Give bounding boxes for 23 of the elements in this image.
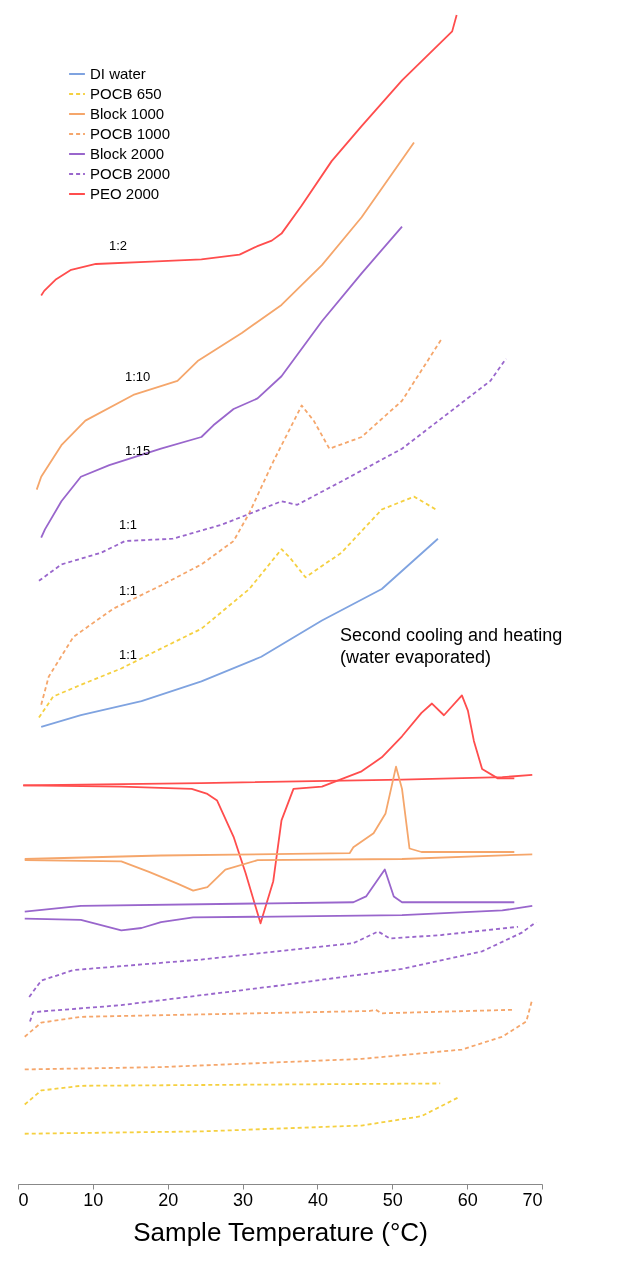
annotation: 1:1 (119, 647, 138, 662)
annotation: 1:1 (119, 583, 138, 598)
x-tick-label: 50 (382, 1189, 403, 1210)
legend-label: POCB 1000 (90, 125, 171, 142)
x-axis-title: Sample Temperature (°C) (133, 1216, 428, 1247)
annotation: 1:2 (109, 238, 128, 253)
x-tick-label: 30 (233, 1189, 254, 1210)
x-tick-label: 60 (457, 1189, 478, 1210)
legend-label: PEO 2000 (90, 185, 160, 202)
annotation: 1:1 (119, 517, 138, 532)
x-tick-label: 10 (83, 1189, 104, 1210)
legend-label: Block 1000 (90, 105, 165, 122)
legend-label: POCB 2000 (90, 165, 171, 182)
x-tick-label: 0 (18, 1189, 29, 1210)
legend-label: Block 2000 (90, 145, 165, 162)
legend-label: POCB 650 (90, 85, 162, 102)
x-tick-label: 70 (522, 1189, 543, 1210)
annotation: 1:10 (125, 369, 151, 384)
annotation: 1:15 (125, 443, 151, 458)
annotation: Second cooling and heating (water evaporated) (340, 625, 563, 667)
x-tick-label: 40 (307, 1189, 328, 1210)
x-tick-label: 20 (158, 1189, 179, 1210)
legend-label: DI water (90, 65, 146, 82)
